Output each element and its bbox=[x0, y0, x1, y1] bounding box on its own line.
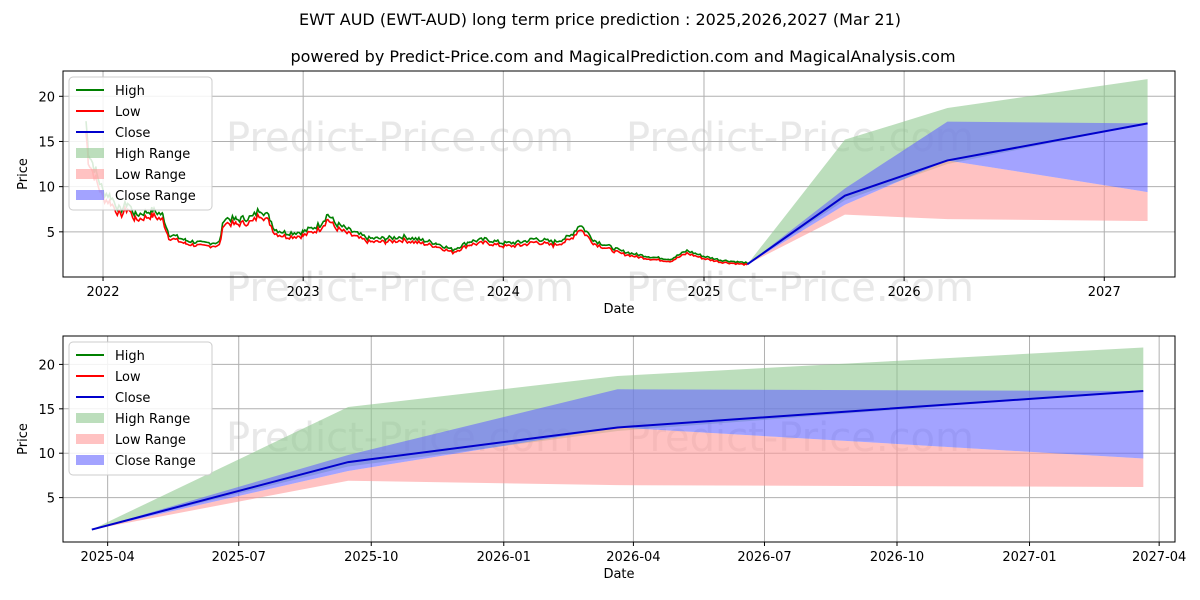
legend-label: Low bbox=[115, 105, 141, 120]
legend-swatch bbox=[76, 148, 104, 158]
legend-swatch bbox=[76, 169, 104, 179]
top-panel: Predict-Price.com Predict-Price.com Predic… bbox=[16, 70, 1176, 317]
legend: High Low Close High Range Low Range Close Ran… bbox=[68, 341, 213, 476]
y-tick-label: 15 bbox=[38, 403, 55, 418]
plot-area bbox=[91, 347, 1144, 531]
x-tick-label: 2027-04 bbox=[1132, 550, 1186, 565]
x-tick-label: 2022 bbox=[86, 285, 119, 300]
x-axis-label: Date bbox=[603, 302, 634, 317]
axes-frame bbox=[62, 70, 1176, 278]
y-axis-label: Price bbox=[16, 158, 31, 190]
x-tick-label: 2026-04 bbox=[606, 550, 660, 565]
legend-swatch bbox=[76, 455, 104, 465]
low-range-band bbox=[91, 427, 1144, 530]
legend-label: High Range bbox=[115, 147, 190, 162]
x-tick-label: 2025-07 bbox=[212, 550, 266, 565]
close-range-band bbox=[91, 389, 1144, 530]
x-tick-label: 2025-10 bbox=[344, 550, 398, 565]
axes-frame bbox=[62, 335, 1176, 543]
close-forecast-line bbox=[91, 390, 1144, 531]
watermark: Predict-Price.com bbox=[226, 115, 574, 161]
close-range-band bbox=[747, 121, 1148, 265]
legend-swatch bbox=[76, 190, 104, 200]
bottom-panel: Predict-Price.comPredict-Price.com2025-0… bbox=[16, 335, 1186, 582]
close-forecast-line bbox=[746, 122, 1148, 266]
low-range-band bbox=[747, 160, 1148, 265]
x-tick-label: 2024 bbox=[487, 285, 520, 300]
x-tick-label: 2027-01 bbox=[1002, 550, 1056, 565]
legend-label: Close Range bbox=[115, 454, 196, 469]
chart-subtitle: powered by Predict-Price.com and Magical… bbox=[290, 47, 955, 66]
watermark: Predict-Price.com bbox=[226, 265, 574, 311]
legend-label: High Range bbox=[115, 412, 190, 427]
x-tick-label: 2026-10 bbox=[870, 550, 924, 565]
legend-label: Close Range bbox=[115, 189, 196, 204]
legend-swatch bbox=[76, 413, 104, 423]
y-tick-label: 10 bbox=[38, 447, 55, 462]
x-tick-label: 2023 bbox=[287, 285, 320, 300]
legend-label: Close bbox=[115, 126, 150, 141]
y-tick-label: 15 bbox=[38, 135, 55, 150]
legend-box bbox=[68, 76, 213, 211]
x-axis-label: Date bbox=[603, 567, 634, 582]
legend-label: Low Range bbox=[115, 168, 186, 183]
legend-label: Low Range bbox=[115, 433, 186, 448]
x-tick-label: 2025-04 bbox=[80, 550, 134, 565]
x-tick-label: 2027 bbox=[1088, 285, 1121, 300]
x-tick-label: 2026-01 bbox=[477, 550, 531, 565]
legend-swatch bbox=[76, 434, 104, 444]
x-tick-label: 2026 bbox=[888, 285, 921, 300]
legend-box bbox=[68, 341, 213, 476]
watermark: Predict-Price.com bbox=[626, 265, 974, 311]
x-tick-label: 2026-07 bbox=[737, 550, 791, 565]
legend-label: Low bbox=[115, 370, 141, 385]
legend-label: High bbox=[115, 84, 145, 99]
y-tick-label: 20 bbox=[38, 90, 55, 105]
y-tick-label: 5 bbox=[47, 226, 55, 241]
y-tick-label: 20 bbox=[38, 358, 55, 373]
y-axis-label: Price bbox=[16, 423, 31, 455]
y-tick-label: 5 bbox=[47, 492, 55, 507]
legend: High Low Close High Range Low Range Close Ran… bbox=[68, 76, 213, 211]
chart-title: EWT AUD (EWT-AUD) long term price predic… bbox=[299, 10, 901, 29]
legend-label: Close bbox=[115, 391, 150, 406]
x-tick-label: 2025 bbox=[687, 285, 720, 300]
y-tick-label: 10 bbox=[38, 181, 55, 196]
low-series-line bbox=[85, 132, 748, 267]
high-series-line bbox=[85, 121, 748, 265]
plot-area bbox=[85, 79, 1148, 267]
legend-label: High bbox=[115, 349, 145, 364]
